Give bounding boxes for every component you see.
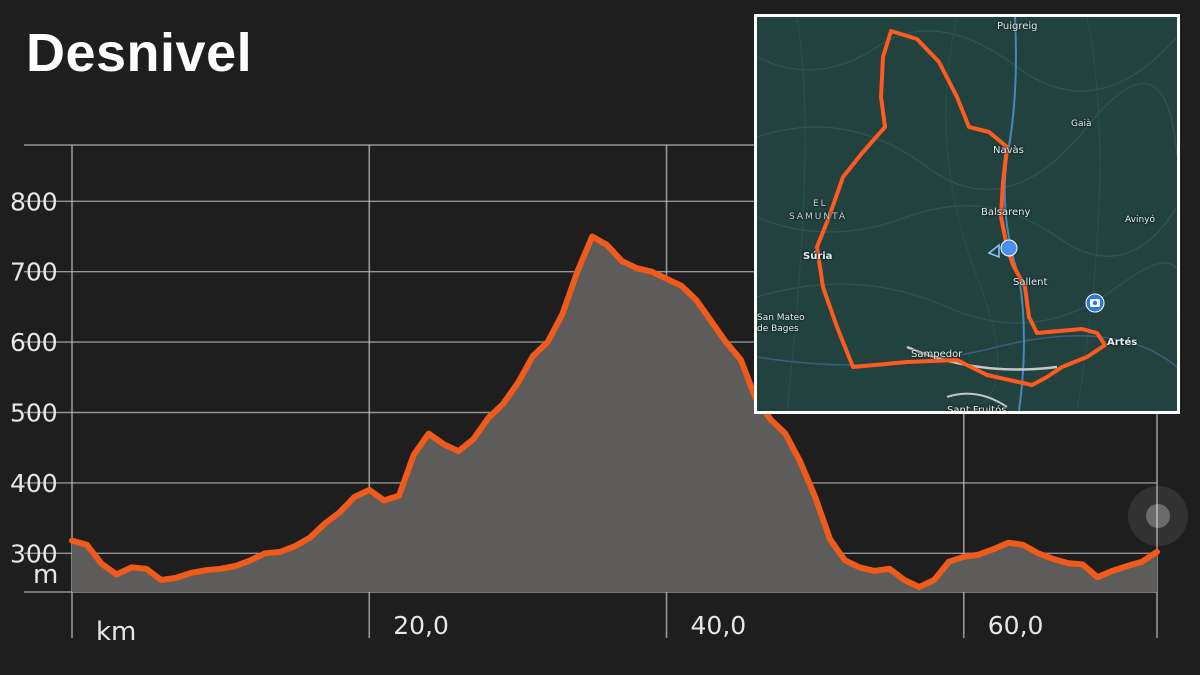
route-line <box>815 29 1107 387</box>
x-axis-label: km <box>96 617 136 647</box>
y-tick-label: 500 <box>10 398 58 427</box>
map-label-el: EL <box>813 199 828 209</box>
x-axis-ticks: 20,0 40,0 60,0 <box>393 611 1043 640</box>
y-axis-label: m <box>33 560 58 590</box>
map-label-navas: Navàs <box>993 145 1024 156</box>
direction-arrow-icon <box>987 243 1000 259</box>
scrub-handle[interactable] <box>1128 486 1188 546</box>
scrub-handle-dot[interactable] <box>1146 504 1170 528</box>
route-map[interactable]: Puigreig Gaià Navàs EL SAMUNTÀ Balsareny… <box>754 14 1180 414</box>
x-tick-label: 60,0 <box>988 611 1044 640</box>
page-title: Desnivel <box>26 23 253 83</box>
map-label-samunta: SAMUNTÀ <box>789 212 848 222</box>
map-label-sant-fruitos: Sant Fruitós <box>947 405 1007 414</box>
y-tick-label: 700 <box>10 258 58 287</box>
elevation-area <box>72 236 1157 592</box>
map-label-artes: Artés <box>1107 337 1138 348</box>
x-tick-label: 40,0 <box>691 611 747 640</box>
location-dot-icon <box>1000 239 1018 257</box>
y-tick-label: 400 <box>10 469 58 498</box>
y-tick-label: 800 <box>10 187 58 216</box>
x-tick-label: 20,0 <box>393 611 449 640</box>
map-label-sallent: Sallent <box>1013 277 1048 288</box>
y-tick-label: 300 <box>10 539 58 568</box>
elevation-line <box>69 233 1160 591</box>
map-label-puigreig: Puigreig <box>997 21 1038 32</box>
map-label-sampedor: Sampedor <box>911 349 963 360</box>
map-label-balsareny: Balsareny <box>981 207 1031 218</box>
map-label-de-bages: de Bages <box>757 324 799 334</box>
y-axis-ticks: 300 400 500 600 700 800 <box>10 187 58 568</box>
y-tick-label: 600 <box>10 328 58 357</box>
map-label-san-mateo: San Mateo <box>757 313 805 323</box>
map-label-suria: Súria <box>803 251 833 262</box>
map-label-avinyo: Avinyó <box>1125 215 1155 225</box>
map-terrain <box>757 17 1177 411</box>
camera-icon[interactable] <box>1085 293 1105 313</box>
map-label-gaia: Gaià <box>1071 119 1092 129</box>
